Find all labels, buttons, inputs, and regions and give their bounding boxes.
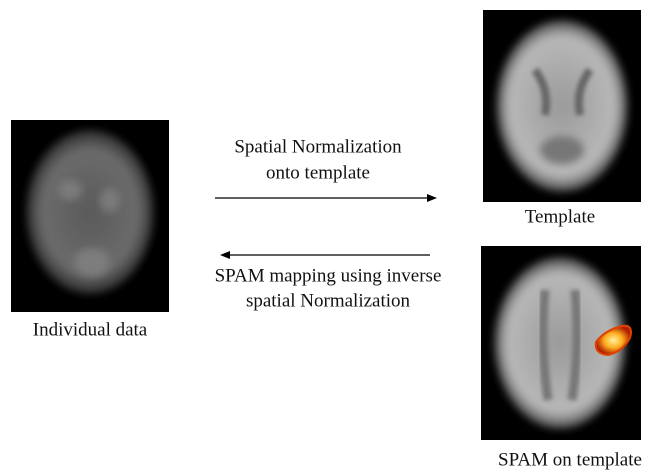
arrowhead (220, 251, 230, 259)
arrowhead (427, 194, 437, 202)
node-label: Template (525, 206, 595, 227)
edge-label: Spatial Normalization (234, 136, 402, 157)
node-label: Individual data (33, 319, 148, 340)
individual-image (11, 120, 169, 312)
template-image (483, 10, 641, 202)
node-label: SPAM on template (498, 449, 642, 470)
edge-label: onto template (266, 162, 370, 183)
edge-label: spatial Normalization (246, 290, 411, 311)
edge-label: SPAM mapping using inverse (215, 265, 442, 286)
spam-image (481, 246, 641, 440)
diagram: Individual data Template SPAM on templat… (0, 0, 657, 471)
